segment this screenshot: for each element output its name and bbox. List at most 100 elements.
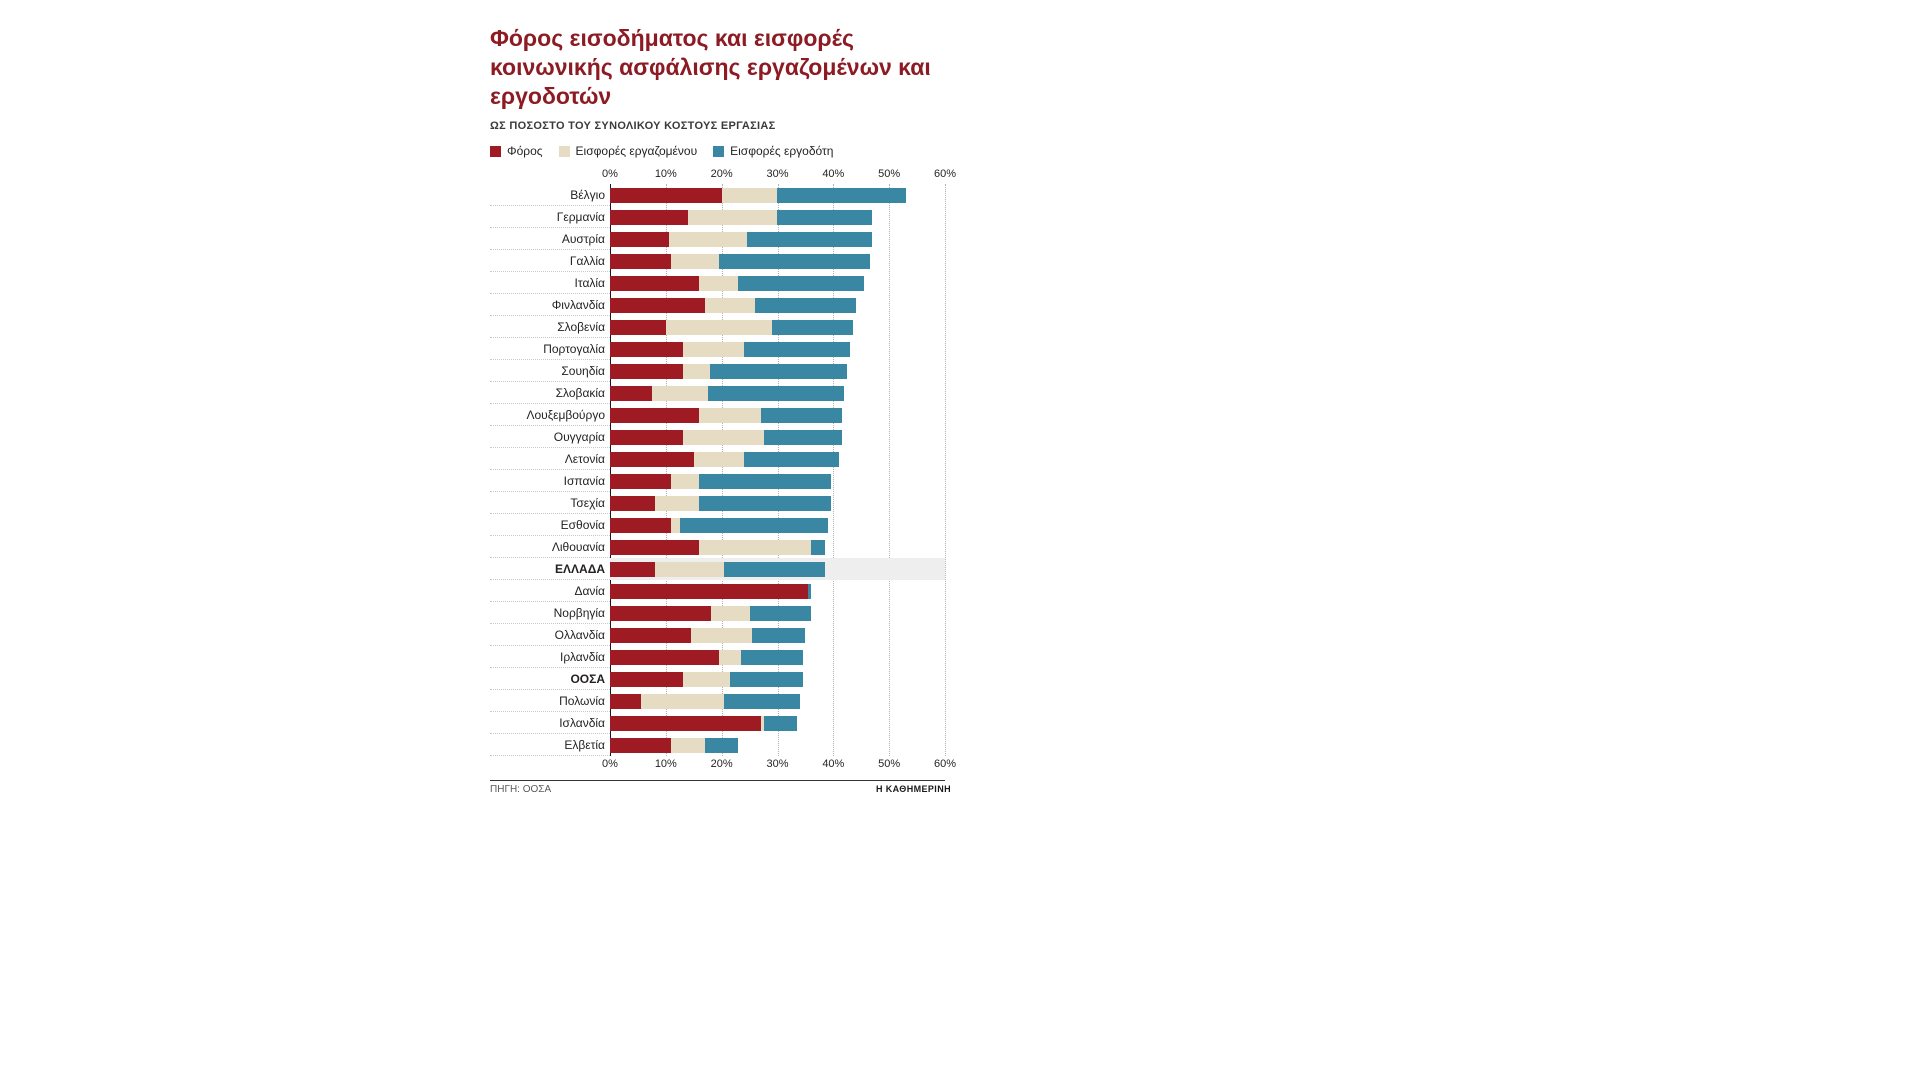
bar-segment	[610, 232, 669, 247]
row-leader	[490, 601, 610, 602]
bar-segment	[710, 364, 847, 379]
row-label: Τσεχία	[490, 496, 609, 510]
bar-segment	[764, 716, 798, 731]
bar-row: Τσεχία	[610, 492, 945, 514]
bar-rows: ΒέλγιοΓερμανίαΑυστρίαΓαλλίαΙταλίαΦινλανδ…	[610, 184, 945, 756]
row-label: Πορτογαλία	[490, 342, 609, 356]
row-label: Φινλανδία	[490, 298, 609, 312]
bar-segment	[669, 232, 747, 247]
bar-segment	[719, 254, 870, 269]
stacked-bar	[610, 232, 872, 247]
stacked-bar	[610, 320, 853, 335]
bar-row: Γερμανία	[610, 206, 945, 228]
bar-segment	[719, 650, 741, 665]
row-leader	[490, 513, 610, 514]
legend-swatch	[713, 146, 724, 157]
bar-row: Δανία	[610, 580, 945, 602]
row-leader	[490, 535, 610, 536]
bar-segment	[610, 210, 688, 225]
legend-item: Εισφορές εργοδότη	[713, 144, 833, 158]
row-leader	[490, 425, 610, 426]
bar-segment	[683, 342, 744, 357]
bar-segment	[744, 342, 850, 357]
source-line: ΠΗΓΗ: ΟΟΣΑ Η ΚΑΘΗΜΕΡΙΝΗ	[490, 780, 945, 795]
bar-row: Εσθονία	[610, 514, 945, 536]
row-label: Ιρλανδία	[490, 650, 609, 664]
axis-tick: 20%	[711, 758, 733, 770]
row-leader	[490, 249, 610, 250]
stacked-bar	[610, 518, 828, 533]
bar-row: Νορβηγία	[610, 602, 945, 624]
bar-segment	[699, 540, 811, 555]
row-leader	[490, 689, 610, 690]
bar-segment	[724, 694, 799, 709]
chart-container: Φόρος εισοδήματος και εισφορές κοινωνική…	[490, 24, 945, 795]
row-leader	[490, 403, 610, 404]
bar-segment	[699, 474, 830, 489]
stacked-bar	[610, 694, 800, 709]
bar-row: Ισλανδία	[610, 712, 945, 734]
bar-row: Βέλγιο	[610, 184, 945, 206]
row-leader	[490, 205, 610, 206]
bar-segment	[724, 562, 825, 577]
row-label: Γαλλία	[490, 254, 609, 268]
bar-segment	[688, 210, 777, 225]
bar-row: Πολωνία	[610, 690, 945, 712]
bar-segment	[671, 474, 699, 489]
bar-segment	[711, 606, 750, 621]
row-label: Αυστρία	[490, 232, 609, 246]
bar-segment	[680, 518, 828, 533]
bar-segment	[755, 298, 856, 313]
bar-segment	[610, 386, 652, 401]
stacked-bar	[610, 628, 805, 643]
bar-row: ΟΟΣΑ	[610, 668, 945, 690]
bar-segment	[691, 628, 752, 643]
bar-row: Ιταλία	[610, 272, 945, 294]
bar-segment	[655, 496, 700, 511]
bar-segment	[705, 738, 739, 753]
stacked-bar	[610, 650, 803, 665]
bar-row: Λουξεμβούργο	[610, 404, 945, 426]
row-leader	[490, 667, 610, 668]
legend-swatch	[559, 146, 570, 157]
row-label: ΕΛΛΑΔΑ	[490, 562, 609, 576]
row-leader	[490, 381, 610, 382]
row-label: Σλοβακία	[490, 386, 609, 400]
bar-segment	[610, 606, 711, 621]
row-label: Ουγγαρία	[490, 430, 609, 444]
bar-segment	[610, 408, 699, 423]
bar-segment	[610, 672, 683, 687]
bar-segment	[722, 188, 778, 203]
row-label: Ισλανδία	[490, 716, 609, 730]
bar-segment	[610, 562, 655, 577]
row-label: Ισπανία	[490, 474, 609, 488]
row-label: Νορβηγία	[490, 606, 609, 620]
row-leader	[490, 359, 610, 360]
bar-segment	[610, 650, 719, 665]
bar-segment	[610, 254, 671, 269]
bar-segment	[741, 650, 802, 665]
stacked-bar	[610, 738, 738, 753]
stacked-bar	[610, 452, 839, 467]
row-highlight	[945, 558, 1005, 580]
legend-label: Φόρος	[507, 144, 543, 158]
bar-segment	[641, 694, 725, 709]
bar-row: Λετονία	[610, 448, 945, 470]
bar-row: Πορτογαλία	[610, 338, 945, 360]
row-leader	[490, 293, 610, 294]
row-label: Σουηδία	[490, 364, 609, 378]
row-leader	[490, 557, 610, 558]
row-leader	[490, 447, 610, 448]
row-label: Σλοβενία	[490, 320, 609, 334]
row-leader	[490, 711, 610, 712]
source-text: ΠΗΓΗ: ΟΟΣΑ	[490, 784, 551, 795]
bar-segment	[610, 320, 666, 335]
bar-segment	[610, 474, 671, 489]
bar-segment	[683, 430, 764, 445]
bar-segment	[811, 540, 825, 555]
axis-tick: 50%	[878, 168, 900, 180]
stacked-bar	[610, 562, 825, 577]
bar-segment	[655, 562, 725, 577]
stacked-bar	[610, 716, 797, 731]
row-label: Πολωνία	[490, 694, 609, 708]
